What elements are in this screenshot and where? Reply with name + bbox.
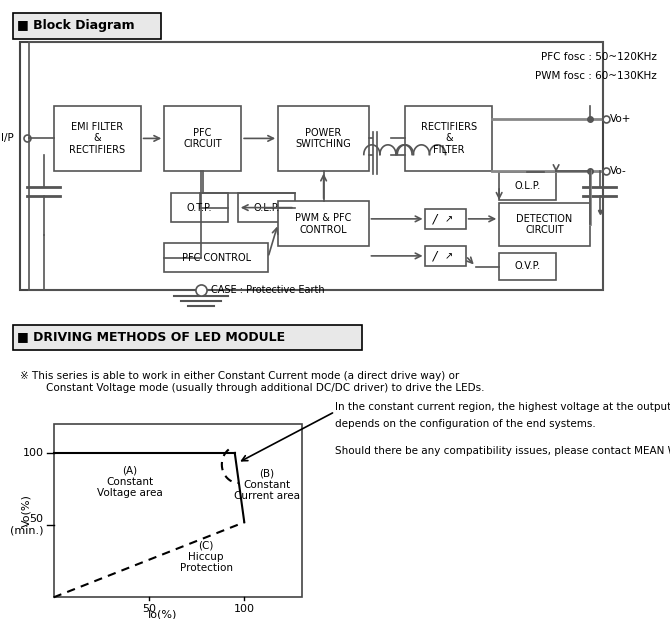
Text: Should there be any compatibility issues, please contact MEAN WELL.: Should there be any compatibility issues… [335,446,670,456]
FancyBboxPatch shape [13,325,362,350]
Text: O.L.P.: O.L.P. [515,181,541,191]
Text: /: / [433,249,438,262]
Text: 100: 100 [234,604,255,613]
Text: POWER
SWITCHING: POWER SWITCHING [295,128,351,149]
Text: /: / [433,212,438,225]
FancyBboxPatch shape [425,246,466,266]
Text: Vo+: Vo+ [610,114,631,124]
FancyBboxPatch shape [164,106,241,171]
Text: ↗: ↗ [445,214,453,224]
FancyBboxPatch shape [171,193,228,222]
FancyBboxPatch shape [54,424,302,597]
Text: ■ DRIVING METHODS OF LED MODULE: ■ DRIVING METHODS OF LED MODULE [17,330,285,344]
FancyBboxPatch shape [54,106,141,171]
Text: ※ This series is able to work in either Constant Current mode (a direct drive wa: ※ This series is able to work in either … [20,371,484,393]
FancyBboxPatch shape [238,193,295,222]
Text: PFC
CIRCUIT: PFC CIRCUIT [184,128,222,149]
FancyBboxPatch shape [164,243,268,272]
Text: Vo-: Vo- [610,166,626,176]
Text: 50
(min.): 50 (min.) [10,514,44,536]
Text: PWM & PFC
CONTROL: PWM & PFC CONTROL [295,213,352,235]
Text: PFC CONTROL: PFC CONTROL [182,253,251,262]
Text: CASE : Protective Earth: CASE : Protective Earth [211,285,325,295]
Text: ↗: ↗ [445,251,453,261]
Text: (C)
Hiccup
Protection: (C) Hiccup Protection [180,540,232,573]
Text: O.V.P.: O.V.P. [515,261,541,271]
Text: In the constant current region, the highest voltage at the output of the driver: In the constant current region, the high… [335,402,670,412]
Text: 100: 100 [23,448,44,458]
Text: DETECTION
CIRCUIT: DETECTION CIRCUIT [517,214,572,235]
FancyBboxPatch shape [499,172,556,199]
Text: EMI FILTER
&
RECTIFIERS: EMI FILTER & RECTIFIERS [69,122,125,155]
Text: (A)
Constant
Voltage area: (A) Constant Voltage area [97,465,163,498]
Text: ■ Block Diagram: ■ Block Diagram [17,19,135,32]
FancyBboxPatch shape [425,209,466,228]
Text: PFC fosc : 50~120KHz: PFC fosc : 50~120KHz [541,51,657,61]
Text: I/P: I/P [1,134,13,144]
Text: Vo(%): Vo(%) [22,494,31,527]
FancyBboxPatch shape [13,13,161,38]
FancyBboxPatch shape [278,106,369,171]
Text: PWM fosc : 60~130KHz: PWM fosc : 60~130KHz [535,71,657,81]
FancyBboxPatch shape [499,253,556,280]
Text: (B)
Constant
Current area: (B) Constant Current area [234,468,300,501]
Text: O.L.P.: O.L.P. [253,202,279,212]
FancyBboxPatch shape [278,201,369,246]
Text: Io(%): Io(%) [148,610,178,619]
FancyBboxPatch shape [499,203,590,246]
Text: 50: 50 [142,604,156,613]
Text: RECTIFIERS
&
FILTER: RECTIFIERS & FILTER [421,122,477,155]
Text: O.T.P.: O.T.P. [186,202,212,212]
FancyBboxPatch shape [405,106,492,171]
Text: depends on the configuration of the end systems.: depends on the configuration of the end … [335,420,596,430]
